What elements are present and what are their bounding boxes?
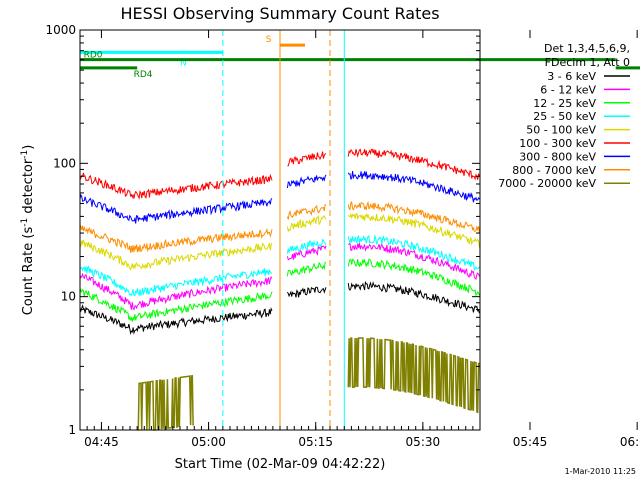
x-tick-label-4: 05:45 [513,435,548,449]
x-tick-label-2: 05:15 [298,435,333,449]
x-tick-label-0: 04:45 [84,435,119,449]
legend-label-6: 300 - 800 keV [519,150,596,163]
series-line-2 [79,258,480,322]
y-axis-label-part1: Count Rate (s [21,227,36,316]
x-tick-label-3: 05:30 [406,435,441,449]
flag-label-1: S [266,35,272,45]
y-axis-label-part3: ) [21,145,36,150]
flag-label-3: RD4 [134,70,153,80]
y-tick-label-3: 1000 [45,23,76,37]
legend-label-4: 50 - 100 keV [526,124,596,137]
x-tick-label-1: 05:00 [191,435,226,449]
series-line-1 [79,241,480,311]
series-line-6 [79,171,480,224]
legend-label-2: 12 - 25 keV [533,97,596,110]
legend-label-8: 7000 - 20000 keV [498,177,596,190]
legend-label-1: 6 - 12 keV [540,83,596,96]
y-tick-label-1: 10 [61,290,76,304]
series-line-3 [79,234,480,297]
legend-label-7: 800 - 7000 keV [512,164,596,177]
y-tick-label-2: 100 [53,156,76,170]
series-line-4 [79,212,480,271]
footer-timestamp: 1-Mar-2010 11:25 [565,467,636,476]
legend-label-5: 100 - 300 keV [519,137,596,150]
axis-layer: 04:4505:0005:1505:3005:4506:0006:1511010… [45,23,640,449]
x-axis-label: Start Time (02-Mar-09 04:42:22) [175,457,386,472]
legend-label-3: 25 - 50 keV [533,110,596,123]
legend-header-line1: Det 1,3,4,5,6,9, [544,42,630,55]
flag-label-2: RD0 [84,51,103,61]
legend-label-0: 3 - 6 keV [547,70,596,83]
markers-layer [222,30,345,430]
series-line-7 [79,200,480,253]
chart-title: HESSI Observing Summary Count Rates [120,4,439,23]
y-axis-label-part2: detector [21,158,36,218]
x-tick-label-5: 06:00 [620,435,640,449]
y-axis-label-sup1: -1 [20,218,30,227]
y-tick-label-0: 1 [68,423,76,437]
series-line-0 [79,280,480,336]
flag-label-0: N [180,58,187,68]
series-line-5 [79,148,480,200]
legend: Det 1,3,4,5,6,9, FDecim 1, Att 0 3 - 6 k… [498,42,630,190]
flags-layer: N S RD0 RD4 [80,35,640,80]
y-axis-label-sup2: -1 [20,150,30,159]
legend-header-line2: FDecim 1, Att 0 [545,56,630,69]
y-axis-label: Count Rate (s-1 detector-1) [20,145,36,316]
